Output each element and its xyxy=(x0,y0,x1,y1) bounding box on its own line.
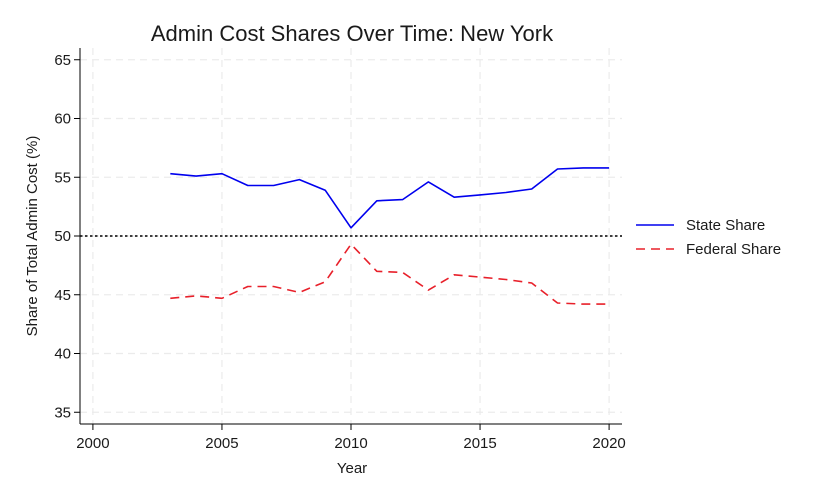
x-axis-label: Year xyxy=(337,460,367,477)
legend-label: State Share xyxy=(686,217,765,234)
y-tick-label: 65 xyxy=(54,52,71,69)
x-tick-label: 2020 xyxy=(592,435,625,452)
chart-title: Admin Cost Shares Over Time: New York xyxy=(151,21,554,46)
y-tick-label: 45 xyxy=(54,287,71,304)
y-axis-label: Share of Total Admin Cost (%) xyxy=(24,136,41,337)
x-tick-label: 2005 xyxy=(205,435,238,452)
legend-label: Federal Share xyxy=(686,241,781,258)
y-tick-label: 50 xyxy=(54,228,71,245)
y-tick-label: 60 xyxy=(54,111,71,128)
x-tick-label: 2010 xyxy=(334,435,367,452)
axes: 35 40 45 50 55 60 65 2000 2005 2010 2015 2020 xyxy=(54,48,625,452)
x-tick-label: 2015 xyxy=(463,435,496,452)
y-tick-label: 40 xyxy=(54,346,71,363)
legend: State Share Federal Share xyxy=(636,217,781,258)
x-tick-label: 2000 xyxy=(76,435,109,452)
y-tick-label: 35 xyxy=(54,404,71,421)
y-tick-label: 55 xyxy=(54,169,71,186)
